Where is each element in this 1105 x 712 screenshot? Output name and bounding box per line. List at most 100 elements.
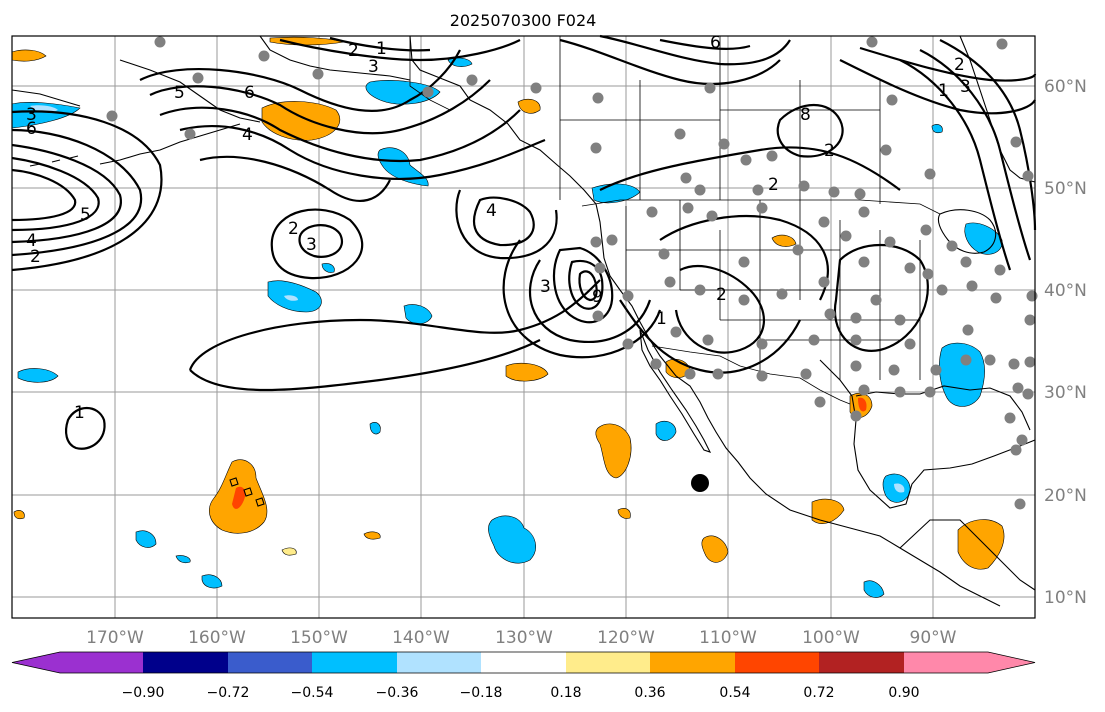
station-dot — [756, 338, 768, 350]
station-dot — [800, 368, 812, 380]
station-dot — [792, 244, 804, 256]
station-dot — [258, 50, 270, 62]
station-dot — [738, 256, 750, 268]
contour-label: 1 — [74, 403, 85, 423]
station-dot — [752, 184, 764, 196]
colorbar-extend-max — [988, 652, 1035, 673]
station-dot — [756, 202, 768, 214]
station-dot — [884, 236, 896, 248]
station-dot — [704, 82, 716, 94]
station-dot — [858, 256, 870, 268]
station-dot — [756, 370, 768, 382]
colorbar-tick-label: −0.36 — [376, 685, 419, 701]
station-dot — [658, 248, 670, 260]
station-dot — [312, 68, 324, 80]
station-dot — [984, 354, 996, 366]
station-dot — [904, 262, 916, 274]
contour-label: 5 — [174, 83, 185, 103]
lat-tick-label: 30°N — [1044, 383, 1087, 403]
station-dot — [1022, 170, 1034, 182]
contour-label: 6 — [244, 83, 255, 103]
lat-tick-label: 40°N — [1044, 281, 1087, 301]
lon-tick-label: 120°W — [597, 628, 655, 648]
station-dot — [966, 280, 978, 292]
colorbar-tick-label: 0.54 — [719, 685, 750, 701]
contour-label: 4 — [486, 201, 497, 221]
contour-label: 5 — [80, 205, 91, 225]
lat-tick-label: 20°N — [1044, 486, 1087, 506]
station-dot — [592, 310, 604, 322]
station-dot — [646, 206, 658, 218]
station-dot — [894, 314, 906, 326]
station-dot — [808, 334, 820, 346]
station-dot — [904, 338, 916, 350]
colorbar-tick-label: −0.18 — [460, 685, 503, 701]
colorbar-segment — [904, 652, 988, 673]
colorbar-tick-label: −0.54 — [291, 685, 334, 701]
station-dot — [650, 358, 662, 370]
map-panel: 1 2 3 4 5 6 2 4 3 6 2 1 2 3 2 4 5 3 9 1 … — [11, 33, 1038, 619]
map-title: 2025070300 F024 — [450, 11, 597, 30]
station-dot — [850, 360, 862, 372]
station-dot — [850, 410, 862, 422]
station-dot — [818, 276, 830, 288]
contour-label: 2 — [954, 55, 965, 75]
lon-tick-label: 160°W — [188, 628, 246, 648]
political-borders — [409, 36, 941, 405]
station-dot — [670, 326, 682, 338]
station-dot — [994, 264, 1006, 276]
station-dot — [1010, 444, 1022, 456]
station-dot — [924, 168, 936, 180]
contour-label: 1 — [376, 39, 387, 59]
lat-axis: 60°N 50°N 40°N 30°N 20°N 10°N — [1044, 77, 1087, 608]
station-dot — [1012, 382, 1024, 394]
colorbar-tick-label: 0.72 — [803, 685, 834, 701]
station-dot — [154, 36, 166, 48]
station-dot — [682, 202, 694, 214]
colorbar-tick-label: 0.90 — [888, 685, 919, 701]
station-dot — [192, 72, 204, 84]
station-dot — [622, 290, 634, 302]
lon-tick-label: 140°W — [392, 628, 450, 648]
station-dot — [962, 324, 974, 336]
station-dot — [622, 338, 634, 350]
contour-label: 1 — [656, 309, 667, 329]
contour-label: 3 — [26, 105, 37, 125]
station-dot — [870, 294, 882, 306]
lon-tick-label: 130°W — [495, 628, 553, 648]
map-frame — [11, 35, 1036, 619]
colorbar-tick-label: 0.36 — [634, 685, 665, 701]
contour-label: 3 — [306, 235, 317, 255]
colorbar-segment — [143, 652, 228, 673]
station-dot — [740, 154, 752, 166]
station-dot — [828, 186, 840, 198]
lon-tick-label: 110°W — [699, 628, 757, 648]
contour-label: 2 — [30, 247, 41, 267]
lon-axis: 170°W 160°W 150°W 140°W 130°W 120°W 110°… — [86, 628, 957, 648]
colorbar-labels: −0.90 −0.72 −0.54 −0.36 −0.18 0.18 0.36 … — [122, 685, 920, 701]
colorbar-segment — [650, 652, 735, 673]
station-dot — [814, 396, 826, 408]
station-dot — [866, 36, 878, 48]
colorbar-segment — [819, 652, 904, 673]
contour-label: 2 — [348, 41, 359, 61]
contour-label: 9 — [592, 287, 603, 307]
contour-label: 6 — [26, 119, 37, 139]
station-dot — [706, 210, 718, 222]
contour-label: 6 — [710, 33, 721, 53]
station-dot — [1010, 136, 1022, 148]
station-dot — [530, 82, 542, 94]
colorbar — [11, 651, 1036, 674]
station-dot — [680, 172, 692, 184]
station-dot — [684, 368, 696, 380]
lon-tick-label: 150°W — [290, 628, 348, 648]
colorbar-tick-label: −0.72 — [207, 685, 250, 701]
station-dot — [936, 284, 948, 296]
colorbar-segment — [397, 652, 481, 673]
colorbar-segment — [60, 652, 143, 673]
station-dot — [850, 312, 862, 324]
contour-label: 2 — [716, 285, 727, 305]
station-dot — [466, 74, 478, 86]
colorbar-segment — [228, 652, 312, 673]
